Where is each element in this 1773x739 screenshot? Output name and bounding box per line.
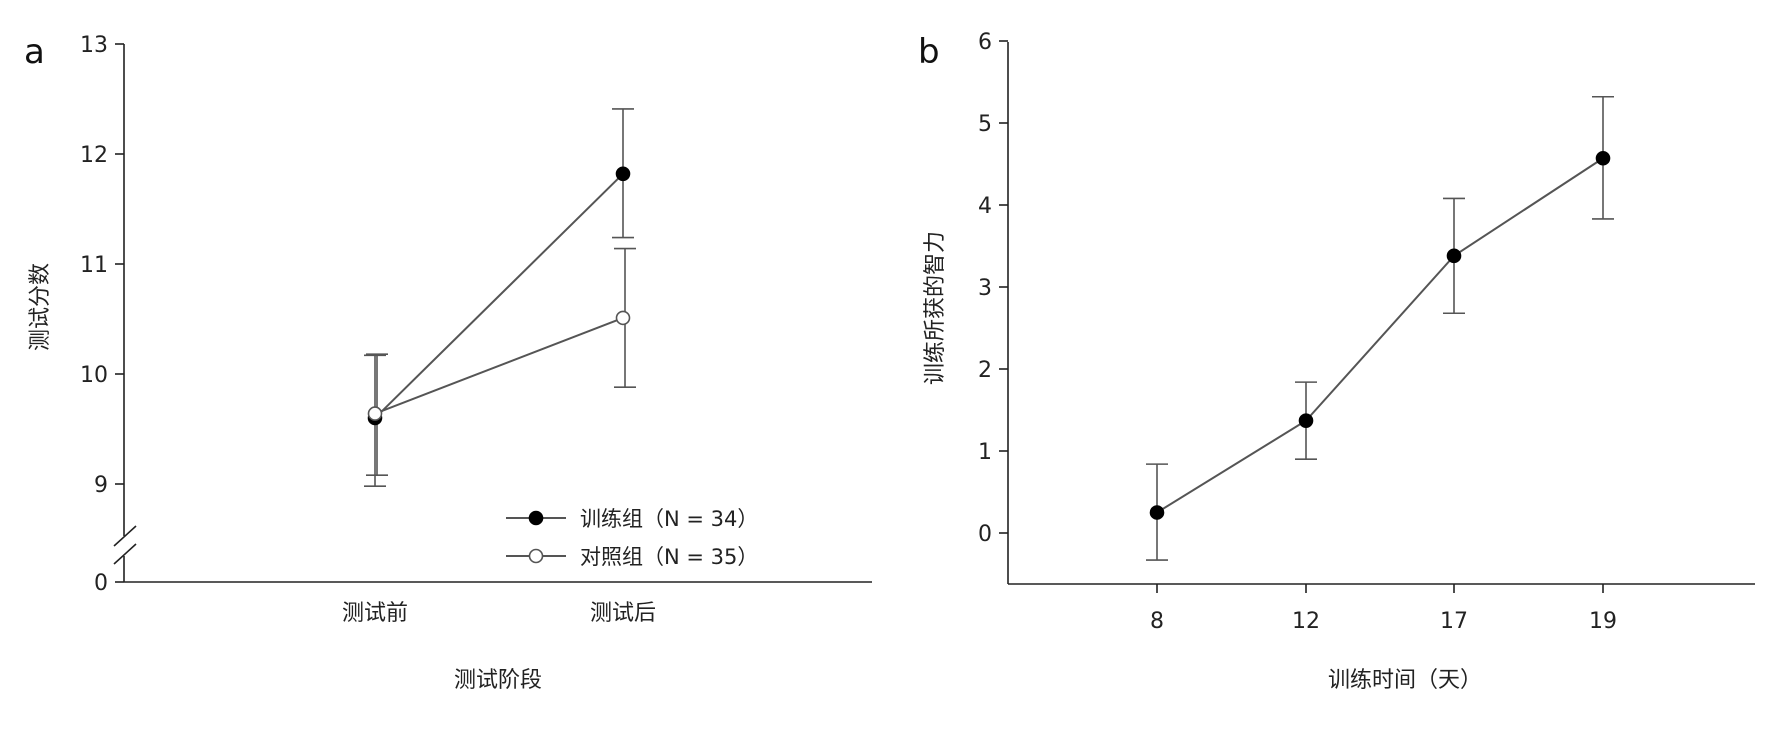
panel-a-axis-break-mark	[113, 525, 137, 547]
panel-a-series-line	[374, 316, 624, 415]
panel-a-data-point	[615, 310, 631, 326]
panel-a-y-axis-title: 测试分数	[28, 263, 53, 351]
panel-b-y-tick-label: 5	[978, 112, 992, 137]
panel-a-x-tick-label: 测试后	[590, 601, 656, 626]
legend-label: 训练组（N = 34）	[580, 507, 758, 531]
panel-a-y-tick-label: 9	[94, 473, 108, 498]
panel-b-y-tick-label: 2	[978, 358, 992, 383]
panel-a-data-point	[615, 166, 631, 182]
panel-a-y-tick-label: 13	[80, 33, 108, 58]
panel-b-x-axis-title: 训练时间（天）	[1328, 668, 1482, 693]
legend-label: 对照组（N = 35）	[580, 545, 758, 569]
panel-b-series-line	[1156, 157, 1604, 514]
panel-b-y-tick-label: 6	[978, 30, 992, 55]
panel-label-a: a	[24, 32, 45, 72]
legend-marker	[528, 548, 544, 564]
panel-b-y-tick-label: 1	[978, 440, 992, 465]
panel-b-data-point	[1446, 248, 1462, 264]
panel-a-series-line	[374, 173, 624, 419]
panel-b-data-point	[1595, 150, 1611, 166]
panel-b-data-point	[1149, 505, 1165, 520]
panel-b-y-tick-label: 3	[978, 276, 992, 301]
panel-a-axis-break-mark	[113, 543, 137, 565]
panel-b-data-point	[1298, 413, 1314, 428]
panel-label-b: b	[918, 32, 940, 72]
panel-b-x-tick-label: 8	[1150, 609, 1164, 634]
panel-b-y-axis-title: 训练所获的智力	[923, 231, 948, 385]
panel-b-y-tick-label: 0	[978, 522, 992, 547]
panel-a-y-tick-label: 10	[80, 363, 108, 388]
panel-a-data-point	[367, 406, 383, 421]
panel-a-y-tick-label: 11	[80, 253, 108, 278]
legend-marker	[528, 510, 544, 526]
panel-a-x-tick-label: 测试前	[342, 601, 408, 626]
panel-a-x-axis-title: 测试阶段	[454, 668, 542, 693]
panel-a-y-tick-label: 12	[80, 143, 108, 168]
panel-b-y-tick-label: 4	[978, 194, 992, 219]
panel-b-x-tick-label: 12	[1292, 609, 1320, 634]
panel-b-x-tick-label: 17	[1440, 609, 1468, 634]
panel-a-y-tick-label: 0	[94, 571, 108, 596]
panel-b-x-tick-label: 19	[1589, 609, 1617, 634]
